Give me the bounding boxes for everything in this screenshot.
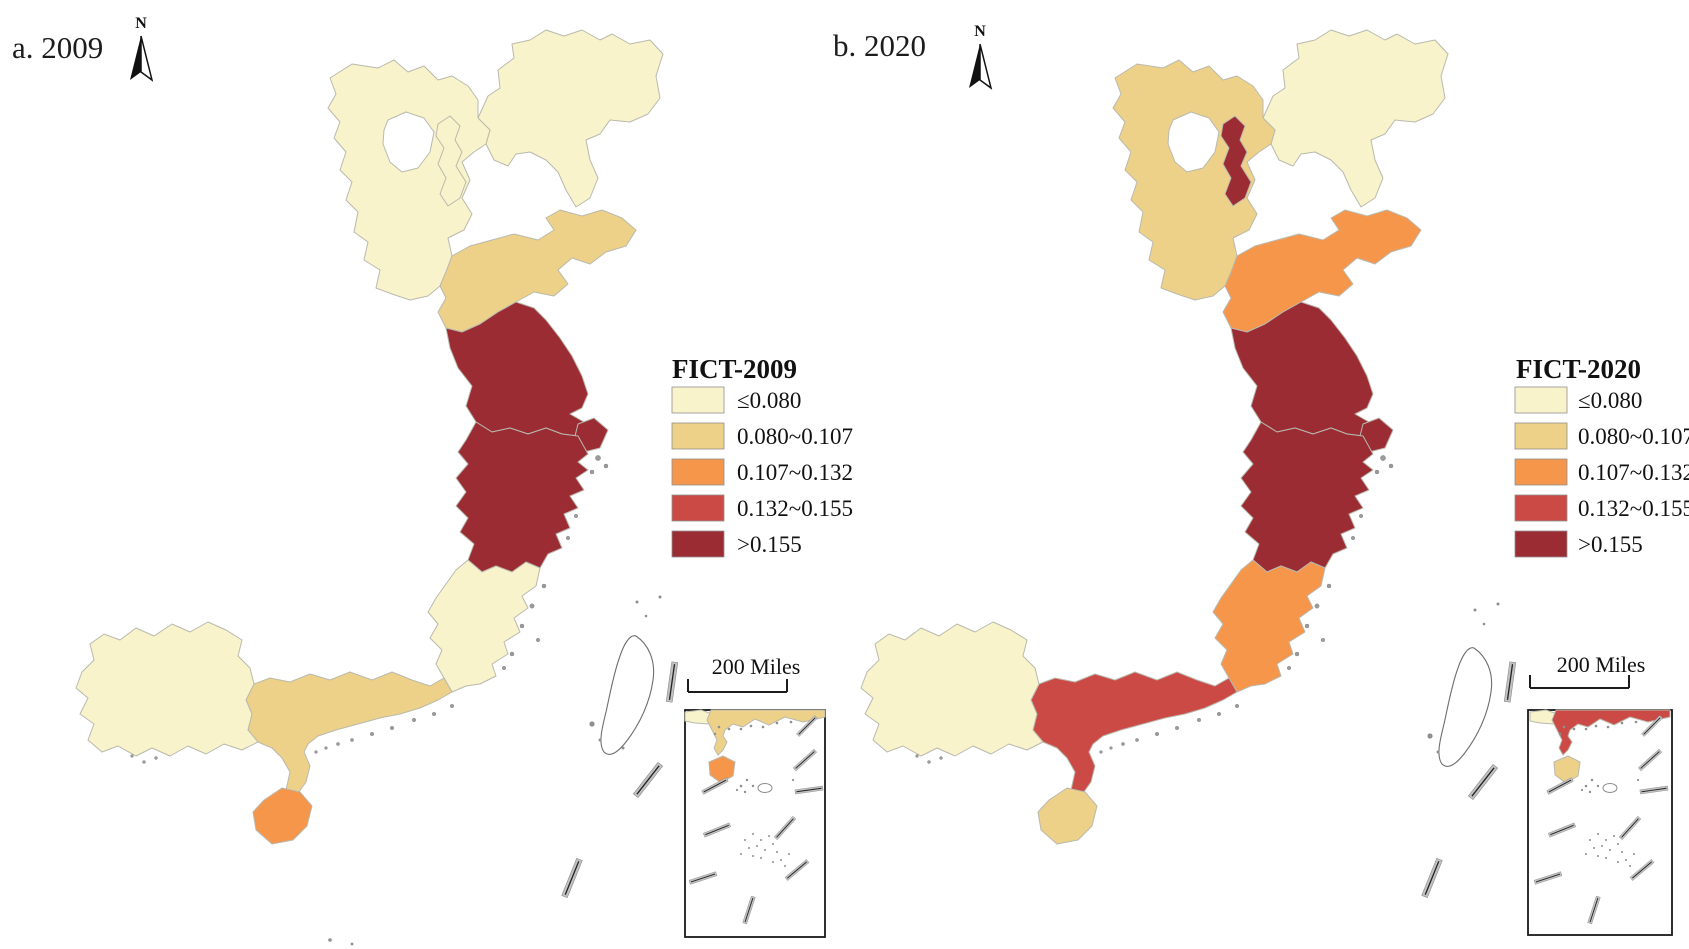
legend-label: >0.155 (1578, 532, 1643, 557)
panel-label: a. 2009 (12, 30, 103, 65)
sea-dot (1482, 622, 1486, 626)
north-arrow-label: N (135, 15, 147, 32)
taiwan-outline (600, 635, 655, 755)
sea-dot (589, 721, 595, 727)
scale-bar: 200 Miles (1529, 652, 1646, 689)
scale-label: 200 Miles (712, 654, 801, 679)
inset-box (1527, 709, 1673, 936)
north-arrow-label: N (974, 23, 986, 40)
inset-map (684, 709, 826, 938)
nine-dash-segment (561, 857, 583, 899)
legend-title: FICT-2020 (1516, 354, 1641, 384)
mainland-map-2009 (75, 29, 664, 845)
panel-label: b. 2020 (833, 28, 926, 63)
taiwan-outline (1438, 647, 1493, 767)
legend-label: >0.155 (737, 532, 802, 557)
scale-bar: 200 Miles (687, 654, 801, 693)
inset-map (1527, 709, 1673, 936)
sea-dot (328, 938, 332, 942)
nine-dash-segment (665, 661, 679, 703)
inset-box (684, 709, 826, 938)
province-guangdong (245, 671, 453, 797)
legend-title: FICT-2009 (672, 354, 797, 384)
sea-dot (598, 738, 602, 742)
legend-swatch (1514, 458, 1568, 486)
legend-label: 0.132~0.155 (737, 496, 853, 521)
legend-label: 0.080~0.107 (737, 424, 853, 449)
panel-2009: a. 2009 N (12, 15, 853, 946)
legend-label: ≤0.080 (1578, 388, 1642, 413)
sea-dot (635, 600, 639, 604)
legend-swatch (671, 530, 725, 558)
sea-dot (621, 746, 625, 750)
nine-dash-segment (1421, 857, 1443, 899)
sea-dot (350, 942, 354, 946)
sea-dot (1496, 602, 1500, 606)
sea-dot (1427, 733, 1433, 739)
sea-dot (658, 595, 662, 599)
legend-label: 0.107~0.132 (737, 460, 853, 485)
sea-dot (1436, 750, 1440, 754)
province-liaoning (477, 29, 664, 208)
province-guangxi (860, 621, 1044, 757)
mainland-map-2020 (860, 29, 1449, 845)
legend-swatch (671, 458, 725, 486)
nine-dash-segment (1503, 661, 1517, 703)
province-zhejiang (455, 421, 589, 573)
nine-dash-segment (632, 761, 664, 799)
province-zhejiang (1240, 421, 1374, 573)
legend-swatch (671, 386, 725, 414)
legend-swatch (671, 494, 725, 522)
panel-2020: b. 2020 N 200 Miles (833, 23, 1689, 936)
legend-swatch (671, 422, 725, 450)
sea-dot (1473, 608, 1477, 612)
north-arrow-icon: N (968, 23, 992, 89)
legend: FICT-2020 ≤0.080 0.080~0.107 0.107~0.132… (1514, 354, 1689, 558)
legend-swatch (1514, 386, 1568, 414)
nine-dash-segment (1467, 763, 1499, 801)
legend-label: 0.107~0.132 (1578, 460, 1689, 485)
legend-label: ≤0.080 (737, 388, 801, 413)
province-hainan (252, 787, 313, 845)
province-liaoning (1262, 29, 1449, 208)
legend-swatch (1514, 530, 1568, 558)
province-guangdong (1030, 671, 1238, 797)
province-guangxi (75, 621, 259, 757)
scale-label: 200 Miles (1557, 652, 1646, 677)
legend-label: 0.080~0.107 (1578, 424, 1689, 449)
sea-dot (644, 614, 648, 618)
north-arrow-icon: N (129, 15, 153, 81)
legend: FICT-2009 ≤0.080 0.080~0.107 0.107~0.132… (671, 354, 853, 558)
province-hainan (1037, 787, 1098, 845)
legend-swatch (1514, 422, 1568, 450)
legend-label: 0.132~0.155 (1578, 496, 1689, 521)
legend-swatch (1514, 494, 1568, 522)
